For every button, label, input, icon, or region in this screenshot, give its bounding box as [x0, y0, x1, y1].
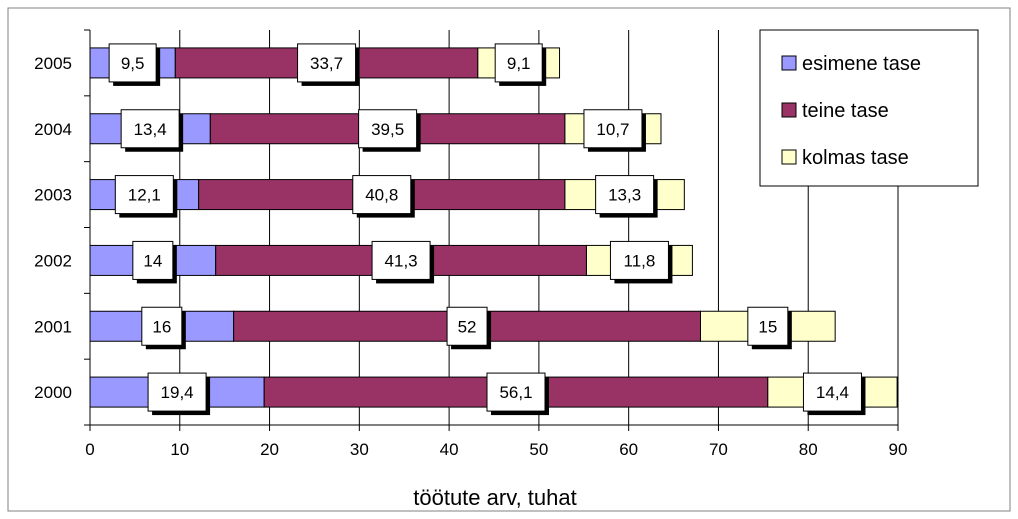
data-label-box [595, 175, 655, 215]
data-label-box [802, 372, 862, 412]
category-label: 2003 [34, 186, 72, 205]
data-label: 39,5 [371, 120, 404, 139]
data-label: 13,4 [134, 120, 167, 139]
data-label: 11,8 [624, 251, 656, 270]
data-label-box [609, 240, 669, 280]
legend-swatch [781, 102, 797, 118]
data-label: 12,1 [128, 186, 161, 205]
legend-label: teine tase [802, 100, 889, 122]
data-label: 15 [758, 317, 777, 336]
category-label: 2002 [34, 251, 72, 270]
data-label: 13,3 [608, 186, 641, 205]
data-label: 19,4 [161, 383, 194, 402]
data-label: 14 [143, 251, 162, 270]
x-tick-label: 70 [709, 440, 728, 459]
x-tick-label: 80 [799, 440, 818, 459]
x-axis-title: töötute arv, tuhat [413, 485, 576, 510]
data-label-box [747, 306, 789, 346]
legend-label: esimene tase [802, 53, 921, 75]
category-label: 2000 [34, 383, 72, 402]
x-tick-label: 30 [350, 440, 369, 459]
data-labels: 9,5 33,7 9,1 13,4 39,5 10,7 12,1 40,8 13,3 14 41,3… [108, 43, 866, 416]
data-label: 14,4 [816, 383, 849, 402]
data-label-box [446, 306, 488, 346]
data-label-box [358, 109, 418, 149]
category-label: 2001 [34, 317, 72, 336]
x-tick-label: 40 [440, 440, 459, 459]
data-label-box [132, 240, 174, 280]
legend-swatch [781, 149, 797, 165]
data-label-box [297, 43, 357, 83]
data-label: 33,7 [310, 54, 343, 73]
data-label-box [114, 175, 174, 215]
axes: 2005 2004 2003 2002 2001 2000 0 10 20 30 40 50 60 70 8… [34, 29, 908, 459]
data-label: 9,5 [121, 54, 145, 73]
data-label-box [352, 175, 412, 215]
x-tick-label: 20 [260, 440, 279, 459]
data-label-box [108, 43, 157, 83]
data-label: 41,3 [385, 251, 418, 270]
data-label-box [494, 43, 543, 83]
data-label: 56,1 [499, 383, 532, 402]
legend-swatch [781, 55, 797, 71]
x-tick-label: 10 [170, 440, 189, 459]
data-label-box [583, 109, 643, 149]
data-label: 52 [458, 317, 477, 336]
x-tick-label: 50 [529, 440, 548, 459]
x-tick-label: 60 [619, 440, 638, 459]
data-label: 40,8 [365, 186, 398, 205]
legend-label: kolmas tase [802, 147, 909, 169]
data-label-box [486, 372, 546, 412]
x-tick-label: 90 [889, 440, 908, 459]
x-tick-label: 0 [85, 440, 94, 459]
data-label-box [120, 109, 180, 149]
data-label: 9,1 [507, 54, 531, 73]
data-label-box [147, 372, 207, 412]
category-label: 2005 [34, 54, 72, 73]
data-label: 10,7 [596, 120, 629, 139]
legend: esimene tase teine tase kolmas tase [759, 29, 979, 187]
data-label-box [371, 240, 431, 280]
data-label: 16 [152, 317, 171, 336]
category-label: 2004 [34, 120, 72, 139]
data-label-box [141, 306, 183, 346]
